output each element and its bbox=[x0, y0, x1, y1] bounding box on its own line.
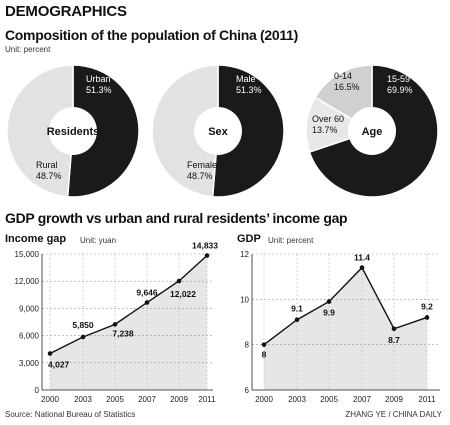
data-point bbox=[326, 299, 332, 304]
data-point bbox=[424, 315, 430, 320]
data-point bbox=[176, 278, 182, 284]
line-charts: 0 3,000 6,000 9,000 12,000 15,000 2000 2003 2005… bbox=[15, 241, 440, 404]
gdp-chart-unit: Unit: percent bbox=[268, 236, 314, 245]
x-tick-label: 2000 bbox=[255, 395, 273, 404]
data-label: 9.2 bbox=[421, 301, 433, 311]
section-label: DEMOGRAPHICS bbox=[5, 3, 127, 20]
pie-slice-value: 13.7% bbox=[312, 125, 338, 135]
pie-center bbox=[49, 107, 97, 155]
data-point bbox=[261, 342, 267, 347]
population-title: Composition of the population of China (… bbox=[5, 27, 298, 43]
x-tick-label: 2011 bbox=[418, 395, 436, 404]
x-tick-label: 2000 bbox=[41, 395, 59, 404]
data-label: 14,833 bbox=[192, 241, 218, 251]
data-point bbox=[112, 322, 118, 327]
data-label: 11.4 bbox=[354, 253, 370, 263]
x-tick-label: 2007 bbox=[353, 395, 371, 404]
pie-slice-value: 48.7% bbox=[187, 171, 213, 181]
pie-center bbox=[194, 107, 242, 155]
data-label: 12,022 bbox=[170, 289, 196, 299]
data-point bbox=[359, 265, 365, 270]
series-line bbox=[49, 254, 208, 355]
gdp-chart-title: GDP bbox=[237, 233, 261, 245]
y-tick-label: 12 bbox=[240, 250, 249, 259]
x-tick-label: 2005 bbox=[106, 395, 124, 404]
pie-slice-name: 0-14 bbox=[334, 71, 352, 81]
pie-slice-name: 15-59 bbox=[387, 74, 410, 84]
data-label: 7,238 bbox=[112, 328, 134, 338]
pie-slice-urban bbox=[66, 64, 140, 198]
pie-slice-name: Urban bbox=[86, 74, 111, 84]
data-label: 9,646 bbox=[136, 288, 158, 298]
pie-center-label: Residents bbox=[47, 126, 100, 138]
pie-slice-value: 51.3% bbox=[236, 85, 262, 95]
x-tick-label: 2005 bbox=[320, 395, 338, 404]
y-tick-label: 10 bbox=[240, 295, 249, 304]
data-point bbox=[204, 253, 210, 258]
pie-center-label: Sex bbox=[208, 126, 228, 138]
pie-slice-name: Male bbox=[236, 74, 256, 84]
pie-slice-name: Over 60 bbox=[312, 114, 344, 124]
y-tick-label: 6 bbox=[245, 386, 250, 395]
pie-slice-value: 69.9% bbox=[387, 85, 413, 95]
data-point bbox=[294, 317, 300, 323]
gdp-income-title: GDP growth vs urban and rural residents’… bbox=[5, 210, 348, 226]
source-note: Source: National Bureau of Statistics bbox=[5, 410, 136, 419]
credit-note: ZHANG YE / CHINA DAILY bbox=[345, 410, 442, 419]
pie-slice-male bbox=[211, 64, 285, 198]
pie-slice-name: Rural bbox=[36, 160, 58, 170]
income-chart-title: Income gap bbox=[5, 233, 67, 245]
data-label: 5,850 bbox=[72, 320, 94, 330]
pie-slice-name: Female bbox=[187, 160, 217, 170]
pie-slice-rural bbox=[6, 64, 74, 198]
y-tick-label: 6,000 bbox=[19, 332, 40, 341]
data-label: 9.1 bbox=[291, 304, 303, 314]
pie-slice-value: 16.5% bbox=[334, 82, 360, 92]
x-tick-label: 2009 bbox=[385, 395, 403, 404]
pie-center bbox=[348, 107, 396, 155]
series-line bbox=[263, 266, 428, 346]
pie-charts: ResidentsUrban51.3%Rural48.7%SexMale51.3… bbox=[6, 64, 439, 198]
data-point bbox=[47, 351, 53, 356]
pie-slice-over-60 bbox=[305, 96, 374, 154]
y-tick-label: 0 bbox=[35, 386, 40, 395]
data-point bbox=[144, 300, 150, 305]
x-tick-label: 2011 bbox=[198, 395, 216, 404]
x-tick-label: 2003 bbox=[288, 395, 306, 404]
area-fill bbox=[264, 267, 427, 390]
pie-slice-female bbox=[151, 64, 219, 198]
line-chart-2: 6 8 10 12 2000 2003 2005 2007 2009 2011 8 9.1 9.9 11.… bbox=[240, 250, 440, 404]
pie-center-label: Age bbox=[362, 126, 383, 138]
income-chart-unit: Unit: yuan bbox=[80, 236, 117, 245]
pie-slice-value: 48.7% bbox=[36, 171, 62, 181]
y-tick-label: 12,000 bbox=[15, 277, 40, 286]
population-unit: Unit: percent bbox=[5, 45, 51, 54]
line-chart-1: 0 3,000 6,000 9,000 12,000 15,000 2000 2003 2005… bbox=[15, 241, 219, 404]
data-label: 8.7 bbox=[388, 335, 400, 345]
y-tick-label: 3,000 bbox=[19, 359, 40, 368]
data-point bbox=[80, 334, 86, 340]
data-point bbox=[391, 326, 397, 332]
y-tick-label: 9,000 bbox=[19, 304, 40, 313]
data-label: 4,027 bbox=[48, 359, 70, 369]
x-tick-label: 2009 bbox=[170, 395, 188, 404]
data-label: 8 bbox=[262, 350, 267, 360]
y-tick-label: 15,000 bbox=[15, 250, 40, 259]
y-tick-label: 8 bbox=[245, 341, 250, 350]
x-tick-label: 2003 bbox=[74, 395, 92, 404]
data-label: 9.9 bbox=[323, 308, 335, 318]
x-tick-label: 2007 bbox=[138, 395, 156, 404]
pie-slice-value: 51.3% bbox=[86, 85, 112, 95]
